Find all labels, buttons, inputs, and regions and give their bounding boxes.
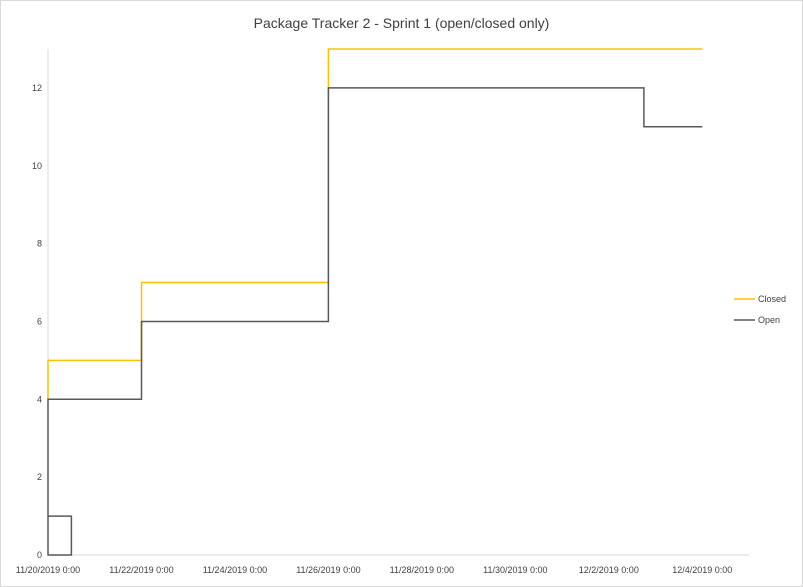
y-tick-label: 6 [37, 316, 42, 326]
x-tick-label: 11/22/2019 0:00 [109, 565, 173, 575]
y-tick-label: 2 [37, 472, 42, 482]
series-line-closed [47, 48, 703, 400]
x-tick-label: 12/4/2019 0:00 [672, 565, 732, 575]
y-tick-label: 4 [37, 394, 42, 404]
y-tick-label: 0 [37, 550, 42, 560]
x-tick-label: 11/26/2019 0:00 [296, 565, 360, 575]
x-tick-labels: 11/20/2019 0:00 11/22/2019 0:00 11/24/2019… [16, 565, 733, 575]
legend-label-open: Open [758, 315, 780, 325]
legend-label-closed: Closed [758, 294, 786, 304]
y-tick-label: 8 [37, 239, 42, 249]
series-lines [47, 48, 703, 556]
x-tick-label: 12/2/2019 0:00 [579, 565, 639, 575]
x-tick-label: 11/30/2019 0:00 [483, 565, 547, 575]
chart-title: Package Tracker 2 - Sprint 1 (open/close… [253, 15, 550, 31]
x-tick-label: 11/28/2019 0:00 [390, 565, 454, 575]
y-tick-label: 10 [32, 161, 42, 171]
y-tick-labels: 0 2 4 6 8 10 12 [32, 83, 42, 560]
x-tick-label: 11/20/2019 0:00 [16, 565, 80, 575]
x-tick-label: 11/24/2019 0:00 [203, 565, 267, 575]
series-line-open [47, 87, 703, 556]
y-tick-label: 12 [32, 83, 42, 93]
legend: Closed Open [734, 294, 786, 325]
